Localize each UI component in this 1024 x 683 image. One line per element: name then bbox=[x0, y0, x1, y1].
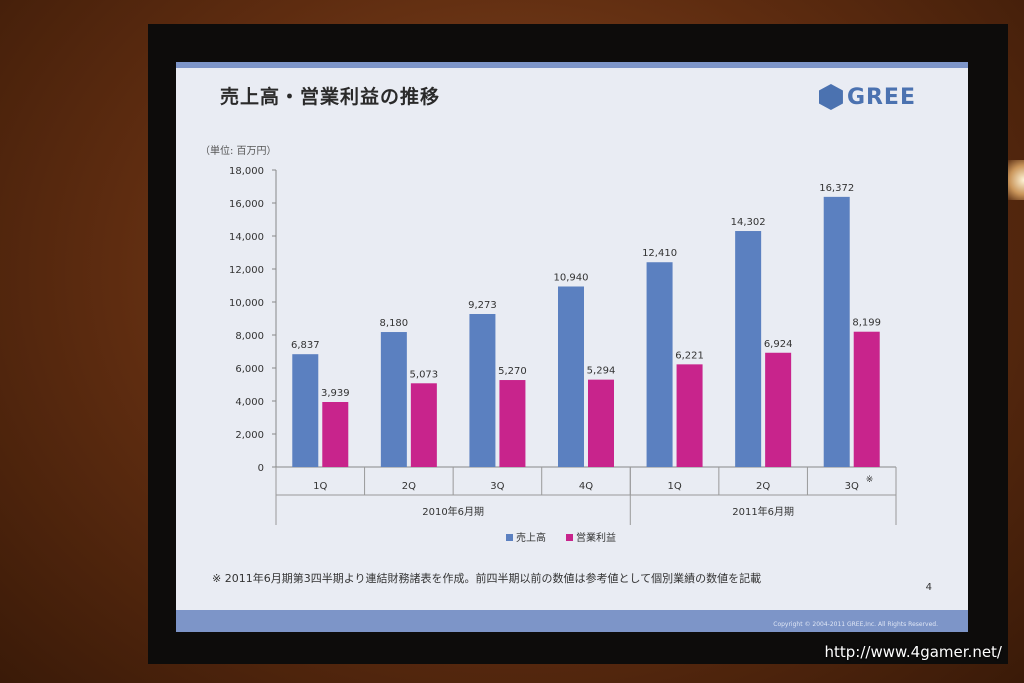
legend-label: 売上高 bbox=[516, 531, 546, 544]
y-tick-label: 0 bbox=[258, 463, 264, 474]
data-label: 5,294 bbox=[587, 366, 616, 377]
y-tick-label: 18,000 bbox=[229, 166, 264, 177]
data-label: 6,837 bbox=[291, 340, 320, 351]
bar-sales bbox=[469, 313, 496, 467]
legend-label: 営業利益 bbox=[576, 531, 616, 544]
bar-profit bbox=[765, 352, 792, 467]
bar-sales bbox=[292, 354, 319, 467]
bar-sales bbox=[823, 196, 850, 467]
slide-title: 売上高・営業利益の推移 bbox=[220, 86, 441, 108]
slide-top-bar bbox=[176, 62, 968, 68]
bar-profit bbox=[853, 331, 880, 467]
data-label: 8,180 bbox=[380, 318, 409, 329]
presentation-slide: 売上高・営業利益の推移 GREE （単位: 百万円） 0 2,000 4,000 6,… bbox=[176, 62, 968, 632]
bar-sales bbox=[735, 231, 762, 467]
bar-profit bbox=[676, 364, 703, 467]
x-tick-label: 1Q bbox=[667, 481, 681, 492]
data-label: 5,073 bbox=[410, 369, 439, 380]
watermark-url: http://www.4gamer.net/ bbox=[824, 643, 1002, 661]
bar-profit bbox=[322, 402, 349, 467]
y-tick-label: 16,000 bbox=[229, 199, 264, 210]
x-tick-label: 4Q bbox=[579, 481, 593, 492]
data-label: 16,372 bbox=[819, 183, 854, 194]
bar-profit bbox=[499, 380, 526, 467]
logo-text: GREE bbox=[846, 84, 916, 110]
y-tick-label: 10,000 bbox=[229, 298, 264, 309]
footnote: ※ 2011年6月期第3四半期より連結財務諸表を作成。前四半期以前の数値は参考値… bbox=[212, 572, 762, 585]
y-tick-label: 2,000 bbox=[235, 430, 264, 441]
x-tick-label: 2Q bbox=[402, 481, 416, 492]
y-tick-label: 6,000 bbox=[235, 364, 264, 375]
y-tick-label: 14,000 bbox=[229, 232, 264, 243]
bar-sales bbox=[558, 286, 584, 467]
category-note-mark: ※ bbox=[866, 475, 874, 485]
x-tick-label: 3Q bbox=[490, 481, 504, 492]
x-tick-label: 1Q bbox=[313, 481, 327, 492]
y-tick-label: 8,000 bbox=[235, 331, 264, 342]
unit-label: （単位: 百万円） bbox=[200, 146, 277, 157]
bar-sales bbox=[380, 332, 407, 467]
data-label: 12,410 bbox=[642, 248, 677, 259]
data-label: 6,221 bbox=[675, 350, 704, 361]
legend-swatch bbox=[566, 534, 573, 541]
bar-profit bbox=[588, 379, 614, 467]
data-label: 9,273 bbox=[468, 300, 497, 311]
gree-logo: GREE bbox=[818, 84, 916, 110]
copyright-text: Copyright © 2004-2011 GREE,Inc. All Righ… bbox=[773, 621, 938, 628]
slide-bottom-bar: Copyright © 2004-2011 GREE,Inc. All Righ… bbox=[176, 610, 968, 632]
data-label: 10,940 bbox=[554, 272, 589, 283]
data-label: 6,924 bbox=[764, 339, 793, 350]
group-label: 2011年6月期 bbox=[732, 505, 794, 518]
data-label: 5,270 bbox=[498, 366, 527, 377]
page-number: 4 bbox=[925, 582, 932, 593]
bar-profit bbox=[410, 383, 437, 467]
y-tick-label: 12,000 bbox=[229, 265, 264, 276]
bar-sales bbox=[646, 262, 673, 467]
legend-swatch bbox=[506, 534, 513, 541]
data-label: 8,199 bbox=[852, 318, 881, 329]
data-label: 14,302 bbox=[731, 217, 766, 228]
bar-chart: 0 2,000 4,000 6,000 8,000 10,000 12,000 14,000 1… bbox=[229, 166, 897, 544]
y-tick-label: 4,000 bbox=[235, 397, 264, 408]
x-tick-label: 2Q bbox=[756, 481, 770, 492]
x-tick-label: 3Q bbox=[845, 481, 859, 492]
hexagon-logo-icon bbox=[818, 84, 843, 110]
group-label: 2010年6月期 bbox=[422, 505, 484, 518]
data-label: 3,939 bbox=[321, 388, 350, 399]
